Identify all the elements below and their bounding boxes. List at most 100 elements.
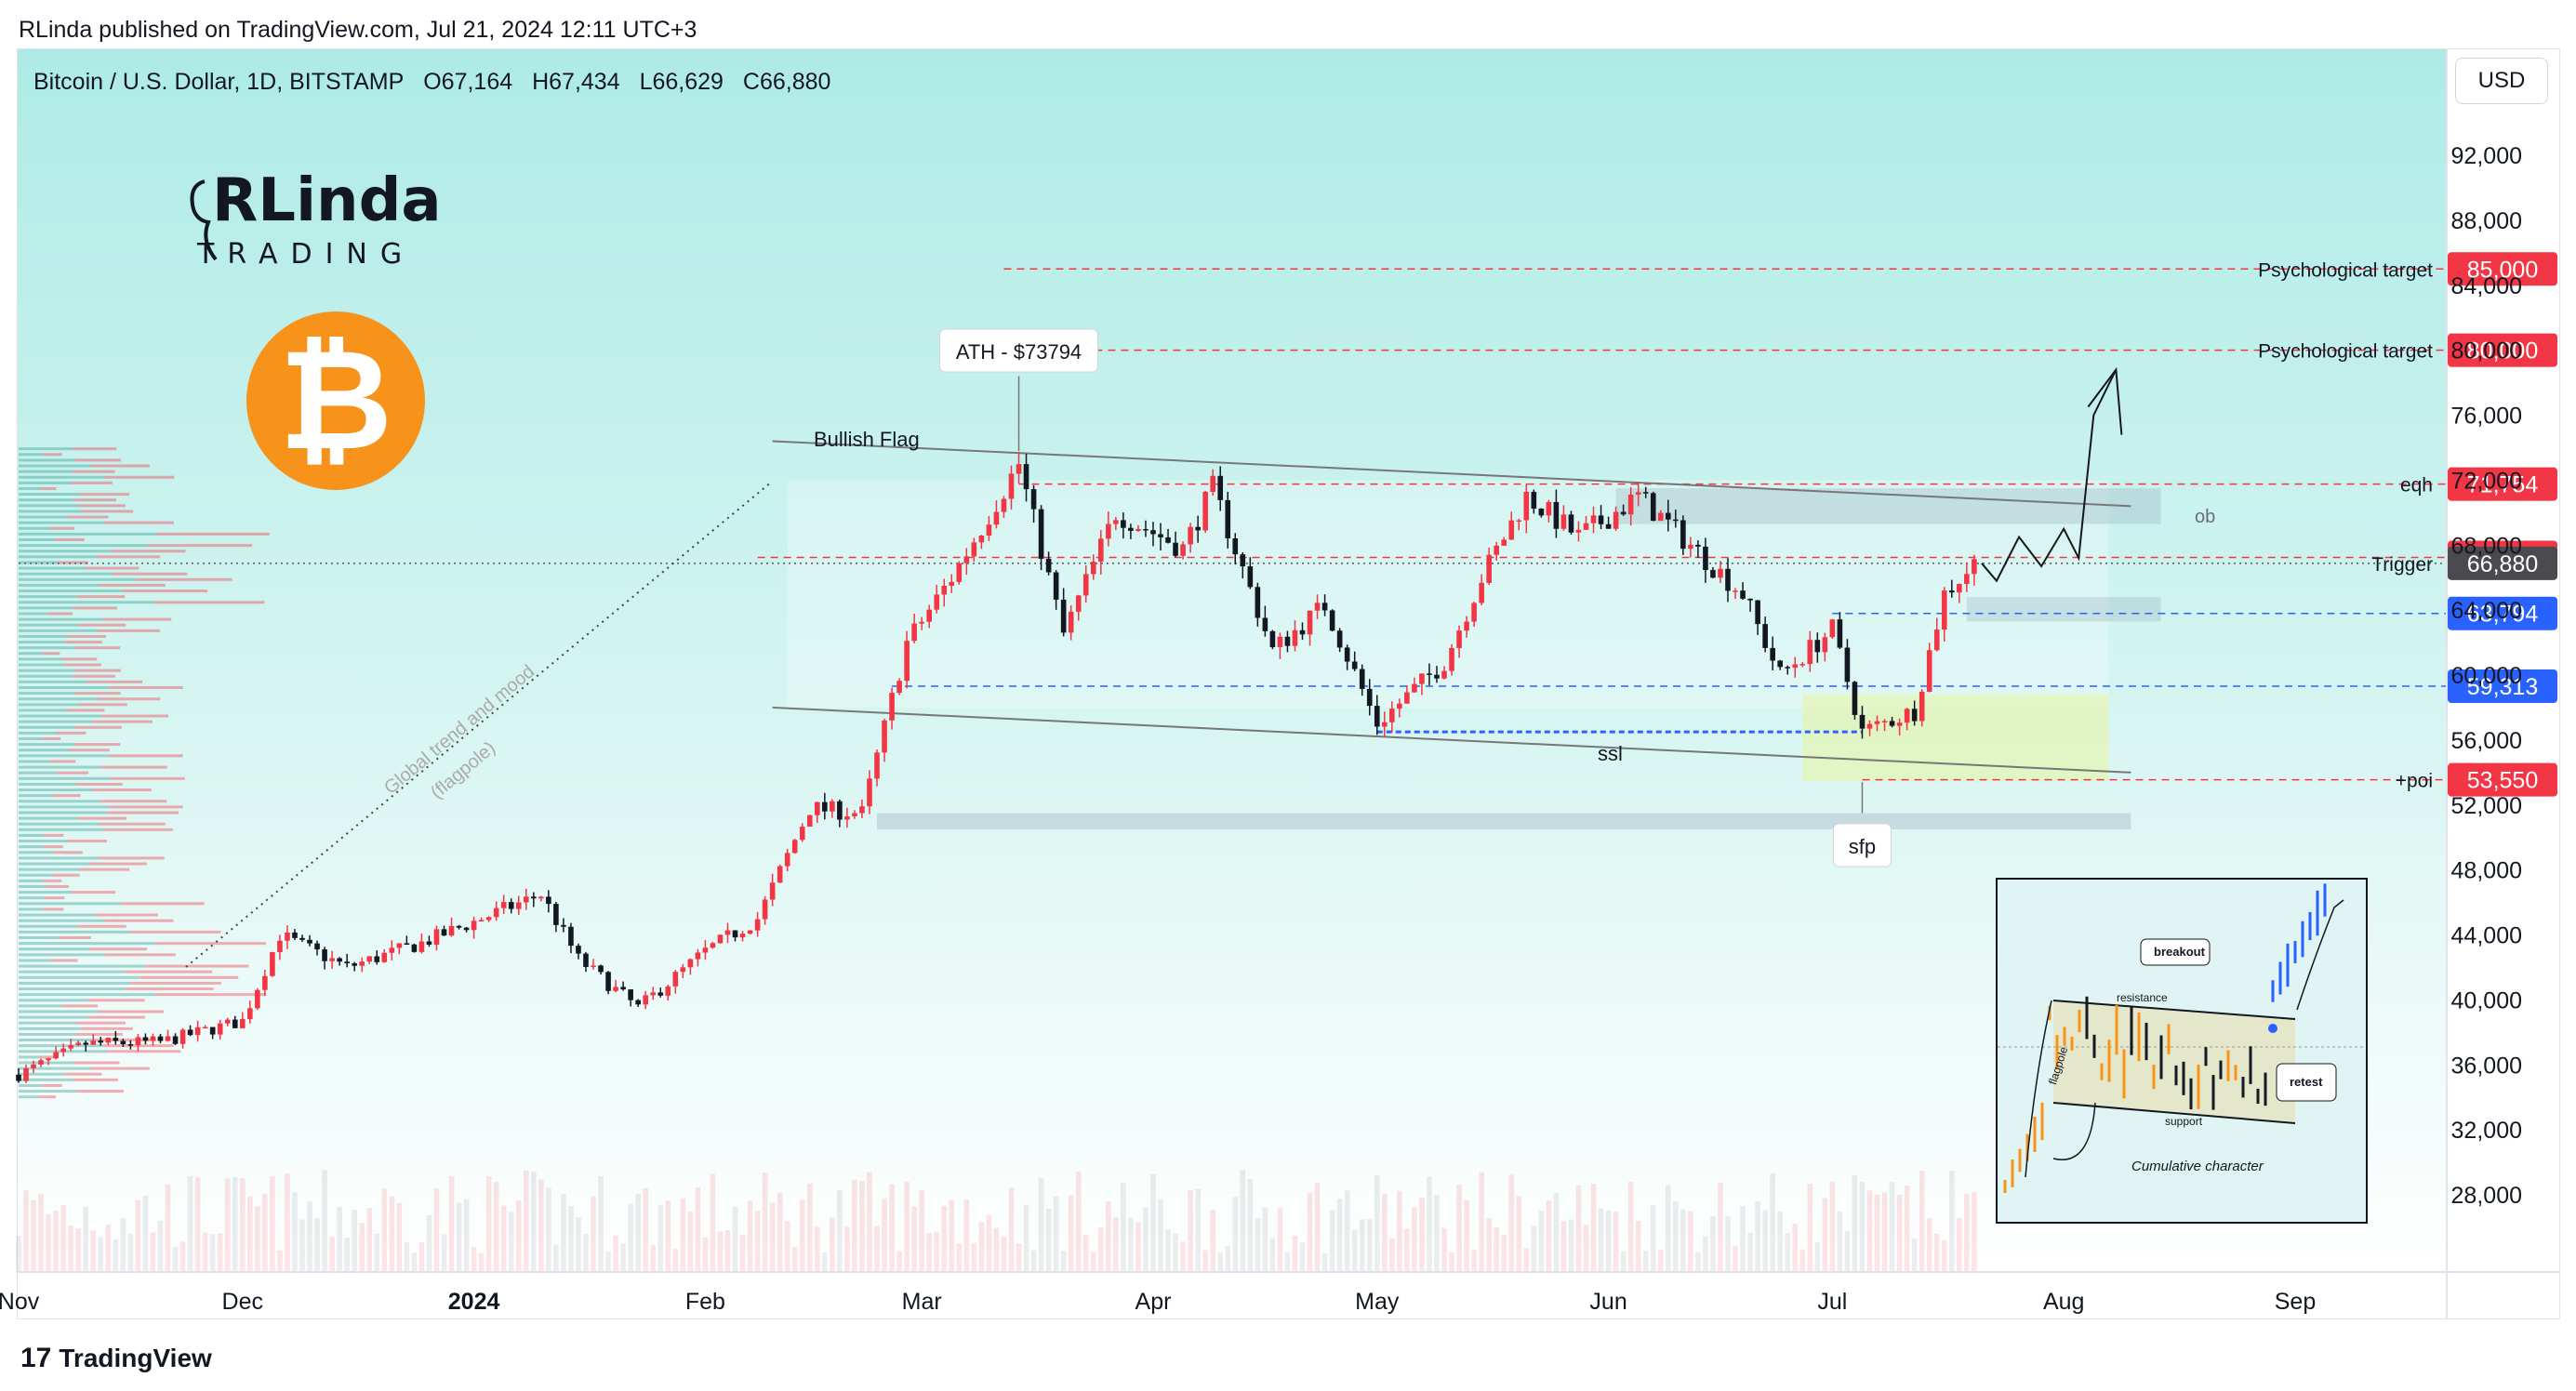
profile-bar — [19, 833, 44, 837]
candle-body — [463, 927, 470, 931]
volume-bar — [1852, 1174, 1858, 1272]
volume-bar — [1240, 1170, 1246, 1272]
volume-bar — [1038, 1178, 1044, 1272]
volume-bar — [202, 1232, 208, 1272]
candle-body — [1217, 475, 1224, 500]
profile-bar — [19, 845, 44, 849]
candle-body — [1866, 723, 1873, 729]
profile-bar — [52, 794, 81, 798]
volume-bar — [1225, 1246, 1231, 1272]
profile-bar — [19, 856, 100, 860]
profile-bar — [19, 771, 58, 775]
candle-body — [986, 524, 992, 537]
volume-bar — [247, 1196, 253, 1272]
candle-body — [1314, 603, 1321, 611]
volume-bar — [217, 1233, 223, 1272]
candle-body — [135, 1037, 141, 1045]
volume-bar — [1688, 1211, 1693, 1272]
volume-bar — [732, 1206, 738, 1272]
candle-body — [508, 902, 514, 909]
tradingview-brand[interactable]: 17 TradingView — [20, 1343, 212, 1374]
profile-bar — [125, 970, 213, 974]
volume-bar — [1351, 1230, 1358, 1272]
candle-body — [859, 806, 865, 814]
volume-bar — [142, 1195, 149, 1272]
candle-body — [1075, 595, 1082, 612]
candle-body — [1113, 520, 1119, 524]
profile-bar — [73, 1078, 118, 1081]
flag-bottom-line — [772, 706, 2131, 774]
profile-bar — [74, 692, 121, 696]
profile-bar — [19, 697, 97, 701]
candle-body — [314, 943, 320, 950]
profile-bar — [19, 685, 110, 689]
profile-bar — [19, 1083, 43, 1087]
volume-bar — [1710, 1215, 1716, 1272]
volume-bar — [1269, 1238, 1276, 1272]
profile-bar — [39, 1095, 57, 1099]
volume-bar — [1598, 1208, 1604, 1272]
profile-bar — [52, 873, 80, 877]
profile-bar — [19, 907, 44, 911]
profile-bar — [19, 828, 104, 831]
candle-body — [1262, 617, 1268, 631]
volume-bar — [1479, 1172, 1484, 1272]
volume-bar — [739, 1234, 746, 1272]
volume-bar — [963, 1199, 970, 1272]
volume-bar — [285, 1173, 290, 1272]
candle-body — [1941, 590, 1947, 630]
profile-bar — [19, 930, 130, 934]
profile-bar — [147, 544, 253, 548]
profile-bar — [19, 879, 43, 882]
volume-bar — [598, 1176, 604, 1272]
profile-bar — [19, 959, 51, 962]
candle-body — [23, 1067, 29, 1081]
volume-bar — [1889, 1182, 1895, 1272]
volume-bar — [1695, 1252, 1701, 1272]
candle-body — [1874, 721, 1880, 724]
tradingview-brand-label: TradingView — [59, 1344, 212, 1372]
profile-bar — [154, 993, 267, 997]
profile-bar — [19, 981, 130, 985]
volume-bar — [546, 1187, 551, 1272]
profile-bar — [107, 1050, 181, 1053]
profile-bar — [19, 1004, 62, 1008]
profile-bar — [19, 590, 123, 593]
candle-body — [105, 1038, 112, 1043]
volume-bar — [1053, 1196, 1059, 1272]
price-label-box — [2448, 596, 2557, 630]
y-tick-label: 48,000 — [2451, 858, 2522, 884]
volume-bar — [1620, 1251, 1627, 1272]
y-tick-label: 80,000 — [2451, 338, 2522, 364]
profile-bar — [96, 697, 161, 701]
candle-body — [471, 921, 477, 931]
volume-bar — [1344, 1190, 1350, 1272]
profile-bar — [19, 970, 126, 974]
profile-bar — [91, 788, 152, 792]
volume-bar — [1456, 1185, 1462, 1272]
volume-bar — [717, 1231, 724, 1272]
volume-bar — [1030, 1250, 1037, 1272]
x-tick-label: Sep — [2275, 1289, 2316, 1315]
candle-body — [576, 946, 581, 954]
currency-button[interactable]: USD — [2455, 58, 2548, 104]
candle-body — [837, 801, 843, 820]
profile-bar — [19, 606, 73, 610]
volume-bar — [515, 1200, 522, 1272]
volume-bar — [1575, 1185, 1582, 1272]
profile-bar — [77, 504, 126, 508]
candle-body — [1225, 499, 1231, 539]
volume-bar — [882, 1198, 887, 1272]
volume-bar — [896, 1251, 902, 1272]
volume-bar — [799, 1199, 805, 1272]
profile-bar — [19, 601, 154, 604]
volume-bar — [232, 1176, 238, 1272]
candle-body — [1627, 494, 1634, 515]
candle-body — [1919, 691, 1925, 722]
volume-bar — [1389, 1238, 1395, 1272]
svg-text:RLinda: RLinda — [212, 166, 437, 235]
volume-bar — [1143, 1208, 1149, 1272]
candle-body — [538, 896, 544, 899]
profile-bar — [19, 577, 137, 581]
